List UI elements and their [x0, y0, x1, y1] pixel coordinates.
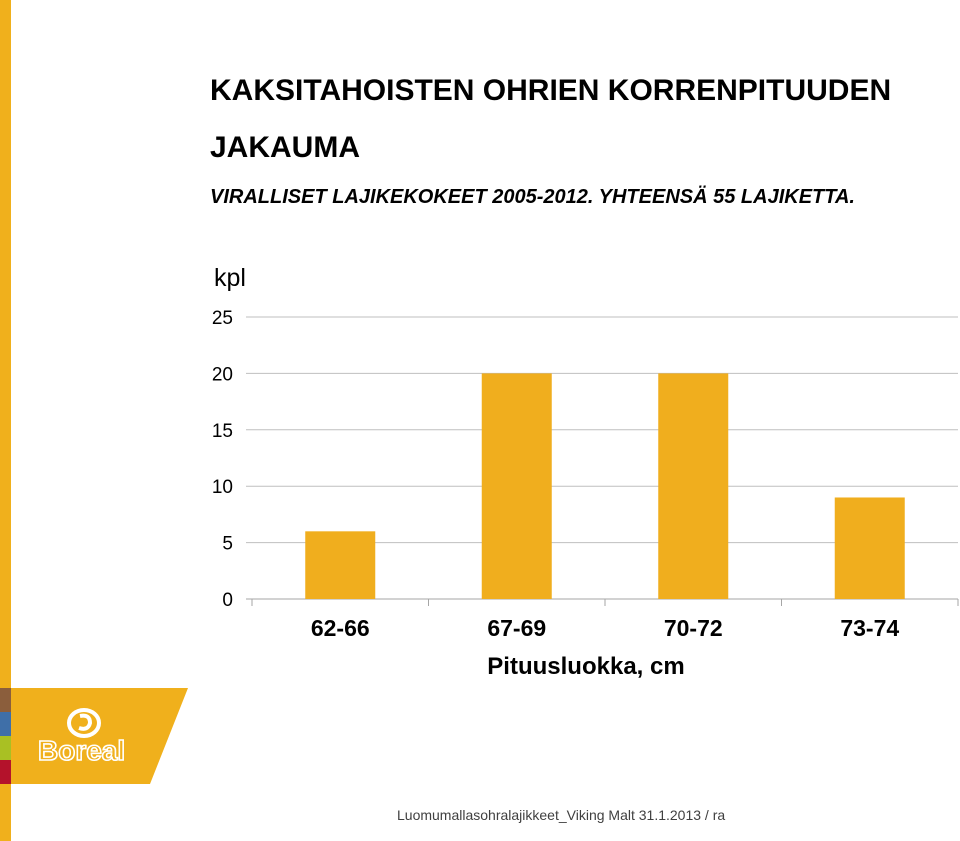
x-tick-labels: 62-66 67-69 70-72 73-74 [311, 615, 900, 641]
logo-text: Boreal [38, 735, 125, 766]
bar-67-69 [481, 373, 552, 599]
color-bar-blue [0, 712, 11, 736]
bars [305, 373, 905, 599]
page-subtitle: VIRALLISET LAJIKEKOKEET 2005-2012. YHTEE… [210, 186, 855, 208]
x-tick-label: 62-66 [311, 615, 370, 641]
y-tick-labels: 0 5 10 15 20 25 [212, 308, 233, 611]
color-bar-green [0, 736, 11, 760]
x-tick-label: 70-72 [664, 615, 723, 641]
bar-70-72 [658, 373, 729, 599]
bar-73-74 [834, 497, 905, 599]
x-tick-label: 67-69 [487, 615, 546, 641]
y-tick-label: 15 [212, 421, 233, 442]
page-title: KAKSITAHOISTEN OHRIEN KORRENPITUUDEN JAK… [210, 74, 892, 164]
bar-62-66 [305, 531, 376, 599]
y-tick-label: 20 [212, 364, 233, 385]
y-tick-label: 10 [212, 477, 233, 498]
y-tick-label: 25 [212, 308, 233, 329]
color-bar-brown [0, 688, 11, 712]
bar-chart: kpl 0 5 10 15 20 25 62-66 67-69 70-72 73-74 Pitu… [212, 264, 959, 680]
accent-stripe [0, 0, 11, 841]
y-tick-label: 0 [222, 590, 233, 611]
y-axis-label: kpl [214, 264, 246, 292]
footer-text: Luomumallasohralajikkeet_Viking Malt 31.… [397, 807, 726, 823]
color-bar-red [0, 760, 11, 784]
y-tick-label: 5 [222, 534, 233, 555]
boreal-logo: Boreal [11, 688, 188, 784]
boreal-swirl-icon [67, 708, 101, 738]
x-tick-label: 73-74 [840, 615, 899, 641]
x-axis-label: Pituusluokka, cm [487, 653, 684, 680]
